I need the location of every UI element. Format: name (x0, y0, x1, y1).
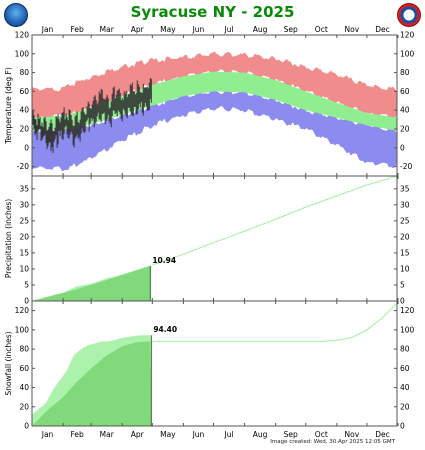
panel-snowfall: 94.40 0 0 20 20 40 40 60 60 80 80 100 100 120 120 Snowf… (4, 300, 415, 431)
y-tick-label-left: 40 (19, 106, 29, 115)
y-tick-label-left: 120 (15, 31, 30, 40)
y-tick-label-left: 25 (19, 216, 29, 225)
y-tick-label-right: 20 (400, 402, 410, 411)
y-axis-label: Temperature (deg F) (4, 67, 13, 145)
y-axis-label: Precipitation (inches) (4, 199, 13, 278)
y-tick-label-right: 60 (400, 364, 410, 373)
y-tick-label-left: 10 (19, 264, 29, 273)
record-high-band (32, 51, 397, 121)
y-tick-label-right: 40 (400, 106, 410, 115)
y-tick-label-right: 0 (400, 143, 405, 152)
y-tick-label-left: 80 (19, 68, 29, 77)
y-tick-label-right: -20 (400, 162, 412, 171)
month-label-top: Apr (131, 25, 145, 34)
month-label-bottom: Mar (100, 430, 115, 439)
y-tick-label-right: 30 (400, 200, 410, 209)
record-low-band (32, 89, 397, 172)
month-label-top: Oct (315, 25, 328, 34)
observed-accum-fill (32, 335, 152, 426)
y-tick-label-right: 20 (400, 125, 410, 134)
panel-temperature: -20 -20 0 0 20 20 40 40 60 60 80 80 100 100 120 120 Temp… (4, 31, 415, 177)
y-tick-label-left: 0 (24, 422, 29, 431)
y-tick-label-right: 25 (400, 216, 410, 225)
y-tick-label-left: 0 (24, 143, 29, 152)
y-tick-label-right: 120 (400, 31, 415, 40)
month-label-bottom: Nov (345, 430, 360, 439)
y-tick-label-left: 35 (19, 184, 29, 193)
month-label-bottom: Aug (253, 430, 268, 439)
y-tick-label-left: 20 (19, 402, 29, 411)
month-label-top: Aug (253, 25, 268, 34)
month-label-top: May (160, 25, 176, 34)
y-tick-label-left: 20 (19, 125, 29, 134)
month-label-bottom: Feb (70, 430, 84, 439)
y-tick-label-right: 0 (400, 297, 405, 306)
y-tick-label-right: 60 (400, 87, 410, 96)
y-tick-label-right: 20 (400, 232, 410, 241)
observed-accum-fill (32, 265, 151, 301)
month-label-bottom: Jun (192, 430, 205, 439)
y-tick-label-right: 80 (400, 345, 410, 354)
y-tick-label-right: 5 (400, 280, 405, 289)
month-label-bottom: Sep (284, 430, 298, 439)
month-label-bottom: May (160, 430, 176, 439)
y-tick-label-left: 100 (15, 325, 30, 334)
month-label-bottom: Jan (41, 430, 54, 439)
month-label-bottom: Dec (375, 430, 390, 439)
noaa-logo (4, 3, 28, 27)
y-tick-label-left: 100 (15, 49, 30, 58)
y-tick-label-left: 60 (19, 364, 29, 373)
accum-value-label: 94.40 (153, 325, 177, 334)
y-tick-label-left: 120 (15, 306, 30, 315)
month-label-top: Nov (345, 25, 360, 34)
y-tick-label-left: 60 (19, 87, 29, 96)
month-label-top: Dec (375, 25, 390, 34)
month-label-top: Mar (100, 25, 115, 34)
panel-frame (31, 175, 398, 302)
month-label-bottom: Oct (315, 430, 328, 439)
month-label-top: Jan (41, 25, 54, 34)
month-label-top: Jul (224, 25, 234, 34)
panel-frame (31, 300, 398, 427)
normal-accum-line (152, 175, 398, 266)
normal-accum-line (152, 302, 398, 342)
y-tick-label-right: 80 (400, 68, 410, 77)
y-tick-label-left: 5 (24, 280, 29, 289)
month-label-bottom: Apr (131, 430, 145, 439)
image-created-footer: Image created: Wed, 30 Apr 2025 12:05 GM… (270, 439, 395, 445)
panel-precipitation: 10.94 0 0 5 5 10 10 15 15 20 20 25 25 30 30 35 35 Precipi… (4, 175, 410, 306)
y-axis-label: Snowfall (inches) (4, 331, 13, 395)
y-tick-label-left: 15 (19, 248, 29, 257)
y-tick-label-left: 80 (19, 345, 29, 354)
y-tick-label-left: 30 (19, 200, 29, 209)
accum-value-label: 10.94 (152, 256, 176, 265)
month-label-bottom: Jul (224, 430, 234, 439)
y-tick-label-left: 20 (19, 232, 29, 241)
page-title: Syracuse NY - 2025 (130, 3, 295, 21)
y-tick-label-left: 40 (19, 383, 29, 392)
y-tick-label-right: 10 (400, 264, 410, 273)
y-tick-label-left: -20 (17, 162, 29, 171)
y-tick-label-right: 120 (400, 306, 415, 315)
month-label-top: Sep (284, 25, 298, 34)
y-tick-label-right: 15 (400, 248, 410, 257)
y-tick-label-right: 100 (400, 49, 415, 58)
y-tick-label-right: 35 (400, 184, 410, 193)
y-tick-label-right: 0 (400, 422, 405, 431)
month-label-top: Jun (192, 25, 205, 34)
y-tick-label-right: 40 (400, 383, 410, 392)
month-label-top: Feb (70, 25, 84, 34)
nws-logo (397, 3, 421, 27)
y-tick-label-right: 100 (400, 325, 415, 334)
y-tick-label-left: 0 (24, 297, 29, 306)
